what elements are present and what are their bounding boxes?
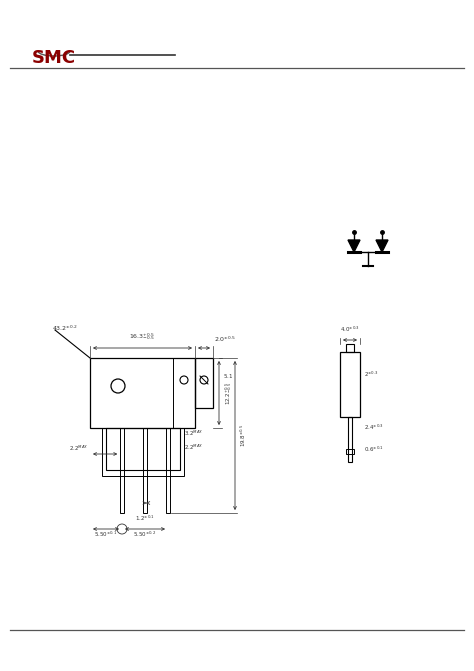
- Bar: [166, 428, 170, 513]
- Polygon shape: [376, 240, 388, 252]
- Bar: [143, 428, 147, 513]
- Text: $2.4^{\pm0.3}$: $2.4^{\pm0.3}$: [364, 422, 384, 431]
- Text: $43.2^{\pm0.2}$: $43.2^{\pm0.2}$: [52, 323, 78, 333]
- Text: $16.3^{+0.5}_{-0.5}$: $16.3^{+0.5}_{-0.5}$: [129, 331, 155, 342]
- Polygon shape: [348, 240, 360, 252]
- Text: $19.8^{\pm0.5}$: $19.8^{\pm0.5}$: [239, 424, 248, 447]
- Text: $2.2^{MAX}$: $2.2^{MAX}$: [184, 443, 203, 452]
- Bar: [346, 449, 354, 454]
- Bar: [120, 428, 124, 513]
- Bar: [90, 358, 195, 428]
- Text: $5.50^{\pm0.1}$: $5.50^{\pm0.1}$: [94, 530, 118, 539]
- Text: $3.2^{MAX}$: $3.2^{MAX}$: [184, 429, 203, 438]
- Text: $2.2^{MAX}$: $2.2^{MAX}$: [69, 444, 88, 453]
- Bar: [348, 417, 352, 462]
- Bar: [346, 344, 354, 352]
- Bar: [106, 428, 180, 470]
- Text: $2^{\pm0.3}$: $2^{\pm0.3}$: [364, 370, 379, 379]
- Text: $4.0^{\pm0.3}$: $4.0^{\pm0.3}$: [340, 325, 360, 334]
- Text: $1.2^{\pm0.1}$: $1.2^{\pm0.1}$: [135, 514, 155, 523]
- Text: $2.0^{\pm0.5}$: $2.0^{\pm0.5}$: [214, 335, 236, 344]
- Text: $5.50^{\pm0.2}$: $5.50^{\pm0.2}$: [134, 530, 156, 539]
- Text: $12.2^{+0.5}_{-0.5}$: $12.2^{+0.5}_{-0.5}$: [223, 381, 234, 405]
- Text: $5.1$: $5.1$: [223, 372, 233, 380]
- Text: SMC: SMC: [32, 49, 76, 67]
- Text: $0.6^{\pm0.1}$: $0.6^{\pm0.1}$: [364, 444, 384, 454]
- Bar: [195, 358, 213, 408]
- Bar: [340, 352, 360, 417]
- Bar: [102, 428, 184, 476]
